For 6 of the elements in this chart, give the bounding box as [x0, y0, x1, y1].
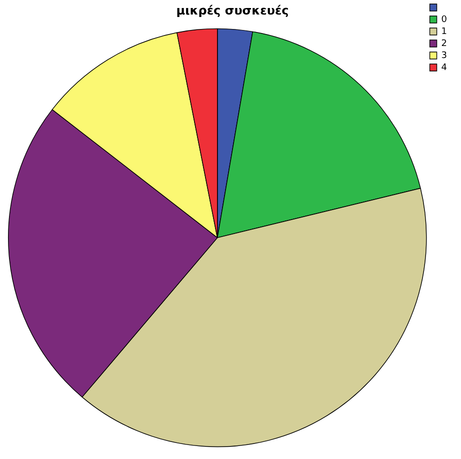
chart-title: μικρές συσκευές [176, 3, 289, 18]
legend-label: 3 [441, 50, 448, 61]
legend-label: 4 [441, 62, 448, 73]
legend-label: 2 [441, 38, 448, 49]
legend-label: 1 [441, 26, 448, 37]
legend-label: 0 [441, 14, 448, 25]
